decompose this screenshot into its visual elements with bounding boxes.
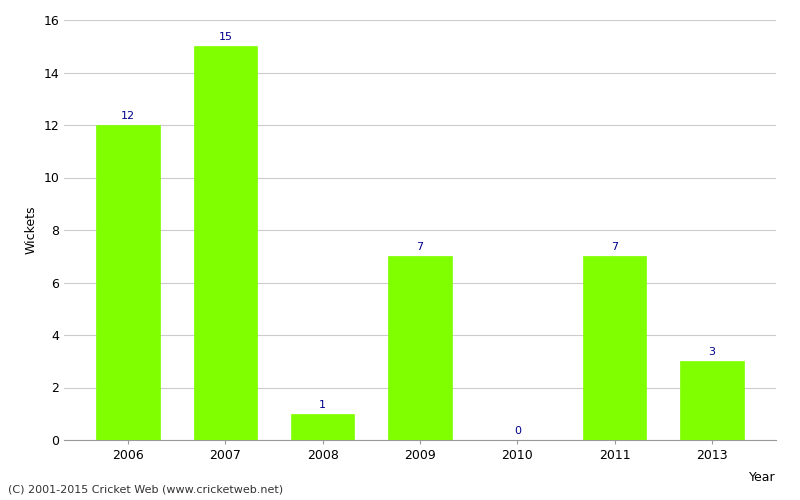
Text: 7: 7 xyxy=(611,242,618,252)
Bar xyxy=(194,46,257,440)
Text: 15: 15 xyxy=(218,32,232,42)
Bar xyxy=(388,256,452,440)
Bar xyxy=(583,256,646,440)
Bar xyxy=(680,361,744,440)
Text: 12: 12 xyxy=(121,111,135,121)
Bar xyxy=(96,125,160,440)
Y-axis label: Wickets: Wickets xyxy=(25,206,38,254)
Text: Year: Year xyxy=(750,470,776,484)
Text: 3: 3 xyxy=(709,348,715,358)
Text: 0: 0 xyxy=(514,426,521,436)
Text: 7: 7 xyxy=(417,242,423,252)
Text: (C) 2001-2015 Cricket Web (www.cricketweb.net): (C) 2001-2015 Cricket Web (www.cricketwe… xyxy=(8,485,283,495)
Text: 1: 1 xyxy=(319,400,326,410)
Bar xyxy=(291,414,354,440)
